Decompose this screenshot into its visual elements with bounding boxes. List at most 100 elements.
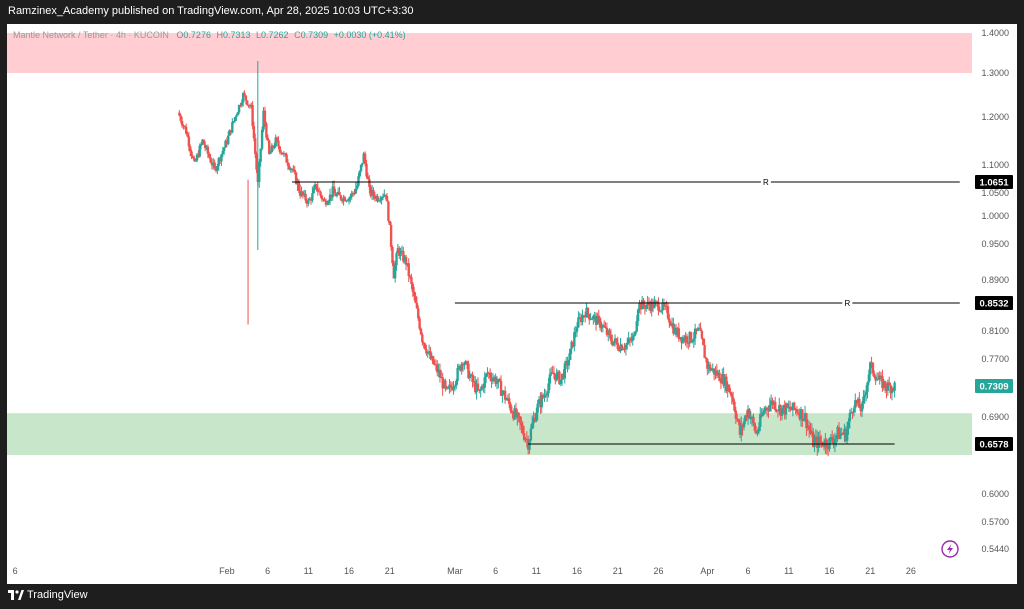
candles-layer <box>178 61 896 457</box>
candle-body <box>879 375 883 377</box>
candle-body <box>494 377 497 384</box>
candle-body <box>848 413 852 422</box>
current-price-tag: 0.7309 <box>979 382 1008 393</box>
candle-body <box>769 400 773 406</box>
candle-body <box>178 112 181 116</box>
candle-body <box>456 367 459 381</box>
candle-body <box>771 400 774 405</box>
candle-body <box>366 176 370 180</box>
candle-body <box>497 378 500 383</box>
level-label: R <box>763 178 769 187</box>
candle-body <box>843 428 846 435</box>
candle-body <box>334 193 337 197</box>
candle-body <box>260 129 264 149</box>
candle-body <box>425 349 428 354</box>
candle-body <box>236 112 239 116</box>
candle-body <box>779 405 782 416</box>
candle-body <box>411 283 415 292</box>
candle-body <box>886 382 890 391</box>
candle-body <box>415 302 419 309</box>
candle-body <box>583 315 587 318</box>
candle-body <box>560 373 564 380</box>
price-tick-label: 0.5700 <box>981 517 1009 527</box>
candle-body <box>563 363 567 379</box>
candle-body <box>670 323 674 326</box>
price-chart[interactable]: RR 1.40001.30001.20001.10001.05001.00000… <box>7 24 1017 584</box>
candle-body <box>410 277 413 284</box>
candle-body <box>448 384 451 388</box>
candle-body <box>324 200 328 205</box>
publish-bar: Ramzinex_Academy published on TradingVie… <box>0 0 1024 24</box>
candle-body <box>233 117 237 122</box>
candle-body <box>892 387 895 391</box>
candle-body <box>646 301 649 306</box>
level-label-bg <box>760 177 771 187</box>
legend-symbol: Mantle Network / Tether · 4h · KUCOIN <box>13 30 169 40</box>
candle-body <box>354 188 358 194</box>
candle-body <box>852 408 856 413</box>
candle-body <box>206 146 210 154</box>
candle-body <box>855 400 858 404</box>
candle-body <box>551 372 554 374</box>
candle-body <box>617 349 621 352</box>
candle-body <box>304 193 307 201</box>
candle-body <box>328 194 332 202</box>
legend-c-label: C <box>294 30 301 40</box>
candle-body <box>793 402 796 409</box>
candle-body <box>744 415 747 422</box>
candle-body <box>590 318 594 320</box>
level-price-tag: 1.0651 <box>979 178 1009 189</box>
candle-body <box>421 334 424 343</box>
candle-body <box>377 200 381 202</box>
lightning-icon[interactable] <box>941 540 959 558</box>
candle-body <box>335 194 339 197</box>
candle-body <box>631 336 634 341</box>
current-price-tag-bg <box>975 379 1013 393</box>
candle-body <box>704 357 708 360</box>
candle-body <box>419 328 423 335</box>
candle-body <box>812 431 815 447</box>
candle-body <box>350 193 353 197</box>
candle-body <box>184 126 188 134</box>
candle-body <box>684 336 687 342</box>
candle-body <box>349 196 352 199</box>
candle-body <box>332 186 336 194</box>
candle-body <box>316 189 320 192</box>
candle-body <box>746 409 750 419</box>
candle-body <box>657 302 660 311</box>
candle-body <box>531 423 534 429</box>
candle-body <box>535 412 538 422</box>
candle-body <box>537 399 541 404</box>
candle-body <box>757 426 761 432</box>
candle-body <box>195 154 199 161</box>
candle-body <box>632 334 636 337</box>
candle-body <box>517 412 520 417</box>
candle-body <box>692 338 695 342</box>
candle-body <box>741 424 744 428</box>
level-label-bg <box>842 298 853 308</box>
time-axis[interactable]: 6 Feb 6 11 16 21 Mar 6 11 16 21 26 Apr 6 11 16 21 26 <box>13 566 916 576</box>
candle-body <box>566 360 569 366</box>
candle-body <box>305 200 309 204</box>
level-price-tag-bg <box>975 175 1013 189</box>
candle-body <box>702 338 705 345</box>
candle-body <box>358 170 361 177</box>
candle-body <box>768 405 771 411</box>
candle-body <box>258 161 261 182</box>
candle-body <box>814 436 818 440</box>
candle-body <box>658 310 662 312</box>
price-axis[interactable]: 1.4000 1.3000 1.2000 1.1000 1.0500 1.0000 0.95… <box>975 28 1013 554</box>
price-tick-label: 0.5440 <box>981 544 1009 554</box>
candle-body <box>373 196 377 199</box>
candle-body <box>446 387 450 389</box>
candle-body <box>733 401 736 411</box>
candle-body <box>784 403 788 415</box>
candle-body <box>858 398 861 408</box>
footer-bar: TradingView <box>0 584 1024 609</box>
candle-body <box>263 110 267 124</box>
candle-body <box>440 377 443 379</box>
candle-body <box>727 384 731 392</box>
candle-body <box>544 395 548 397</box>
candle-body <box>472 381 476 383</box>
